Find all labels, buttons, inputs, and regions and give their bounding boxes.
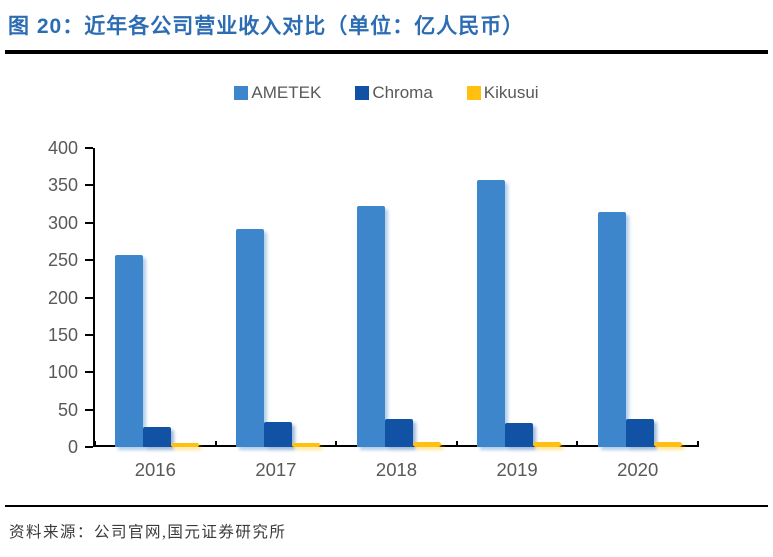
y-axis-tick — [85, 446, 93, 448]
x-axis-tick — [576, 441, 579, 447]
y-axis-tick — [85, 408, 93, 411]
y-axis-label: 0 — [67, 437, 78, 457]
figure-title: 图 20：近年各公司营业收入对比（单位：亿人民币） — [8, 15, 525, 38]
bar-ametek-2018 — [356, 206, 385, 447]
bar-chroma-2020 — [625, 419, 654, 447]
x-axis-tick — [335, 441, 338, 447]
y-axis-tick — [85, 333, 93, 336]
title-divider-line — [5, 50, 768, 54]
legend-label: AMETEK — [251, 83, 322, 102]
bar-kikusui-2020 — [653, 441, 682, 447]
x-axis-label: 2018 — [375, 459, 418, 480]
bar-chroma-2017 — [263, 421, 292, 447]
legend-label: Kikusui — [483, 83, 539, 102]
bar-chroma-2019 — [505, 423, 534, 447]
legend-item-chroma: Chroma — [355, 83, 433, 103]
legend-item-ametek: AMETEK — [234, 83, 321, 103]
y-axis-tick — [85, 221, 93, 224]
x-axis-tick — [697, 441, 699, 447]
bar-kikusui-2016 — [171, 442, 200, 447]
x-axis-tick — [94, 441, 96, 447]
y-axis-label: 100 — [47, 362, 78, 383]
y-axis-tick — [85, 259, 93, 262]
chart-legend: AMETEK Chroma Kikusui — [0, 83, 773, 103]
bar-chroma-2018 — [384, 418, 413, 447]
bar-ametek-2016 — [115, 254, 144, 447]
y-axis-label: 150 — [47, 324, 78, 345]
source-note: 资料来源：公司官网,国元证券研究所 — [9, 524, 287, 541]
y-axis-tick — [85, 296, 93, 299]
bar-kikusui-2017 — [291, 442, 320, 447]
footer-divider-line — [5, 505, 768, 507]
x-axis-label: 2019 — [496, 459, 538, 480]
y-axis-label: 300 — [47, 212, 78, 233]
x-axis-label: 2020 — [617, 459, 659, 480]
y-axis-tick — [85, 184, 93, 187]
bar-ametek-2019 — [477, 180, 506, 447]
y-axis-label: 400 — [47, 138, 78, 158]
bar-chroma-2016 — [143, 426, 172, 447]
x-axis-label: 2016 — [134, 459, 176, 480]
y-axis-tick — [85, 147, 93, 149]
y-axis-label: 200 — [47, 287, 78, 308]
legend-swatch-ametek — [234, 86, 249, 100]
bar-ametek-2020 — [597, 211, 626, 447]
legend-swatch-chroma — [355, 86, 370, 100]
legend-swatch-kikusui — [466, 86, 481, 100]
bar-ametek-2017 — [235, 228, 264, 447]
y-axis-tick — [85, 371, 93, 374]
bar-kikusui-2018 — [412, 441, 441, 447]
x-axis-tick — [455, 441, 458, 447]
y-axis-label: 350 — [47, 175, 78, 196]
bar-kikusui-2019 — [533, 441, 562, 447]
x-axis-label: 2017 — [255, 459, 297, 480]
legend-item-kikusui: Kikusui — [466, 83, 539, 103]
x-axis-tick — [214, 441, 217, 447]
legend-label: Chroma — [372, 83, 433, 102]
y-axis-label: 50 — [57, 399, 78, 420]
y-axis-label: 250 — [47, 250, 78, 271]
